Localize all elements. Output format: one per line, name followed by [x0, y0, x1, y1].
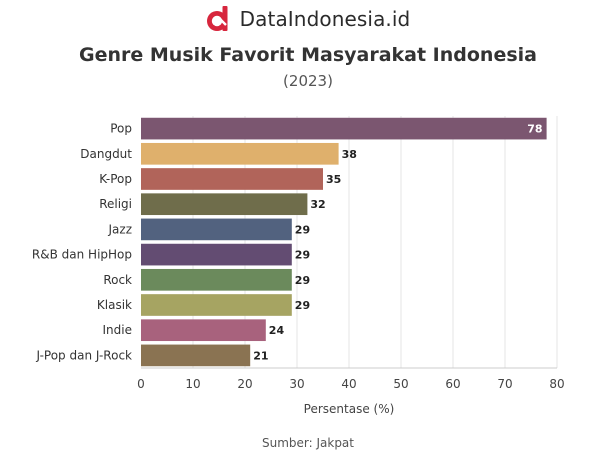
bar	[141, 344, 251, 367]
brand-name: DataIndonesia.id	[239, 7, 411, 31]
x-tick-label: 40	[341, 377, 356, 391]
category-label: Klasik	[97, 298, 132, 312]
bar	[141, 319, 266, 342]
data-label: 29	[295, 223, 310, 236]
x-tick-label: 10	[185, 377, 200, 391]
x-tick-label: 20	[237, 377, 252, 391]
data-label: 21	[253, 349, 268, 362]
bar	[141, 193, 308, 216]
bar	[141, 117, 547, 140]
bar	[141, 243, 292, 266]
category-label: J-Pop dan J-Rock	[35, 348, 132, 362]
data-label: 38	[342, 148, 357, 161]
x-axis-title: Persentase (%)	[304, 402, 395, 416]
category-label: K-Pop	[99, 172, 132, 186]
data-label: 29	[295, 299, 310, 312]
data-label: 29	[295, 274, 310, 287]
category-label: Indie	[103, 323, 132, 337]
x-tick-label: 30	[289, 377, 304, 391]
bar	[141, 218, 292, 241]
category-label: Jazz	[108, 222, 133, 236]
bar	[141, 168, 323, 190]
category-label: Pop	[110, 122, 132, 136]
bar	[141, 142, 339, 165]
x-tick-label: 70	[497, 377, 512, 391]
bar	[141, 294, 292, 316]
chart-subtitle: (2023)	[283, 72, 333, 90]
category-label: R&B dan HipHop	[32, 248, 132, 262]
x-tick-label: 0	[137, 377, 145, 391]
x-tick-label: 60	[445, 377, 460, 391]
category-label: Religi	[99, 197, 132, 211]
data-label: 35	[326, 173, 341, 186]
data-label: 32	[310, 198, 325, 211]
category-label: Rock	[103, 273, 132, 287]
x-tick-label: 80	[549, 377, 564, 391]
x-tick-label: 50	[393, 377, 408, 391]
brand-header: DataIndonesia.id	[0, 4, 616, 34]
category-label: Dangdut	[80, 147, 132, 161]
data-label: 78	[527, 123, 542, 136]
data-label: 29	[295, 249, 310, 262]
bar	[141, 268, 292, 291]
source-note: Sumber: Jakpat	[261, 436, 354, 450]
bar-chart: Pop 78 Dangdut 38 K-Pop 35 Religi 32 Jazz 29 R&B d…	[32, 116, 565, 416]
data-label: 24	[269, 324, 285, 337]
chart-title: Genre Musik Favorit Masyarakat Indonesia	[79, 44, 537, 66]
dataindonesia-logo-icon	[206, 6, 228, 31]
